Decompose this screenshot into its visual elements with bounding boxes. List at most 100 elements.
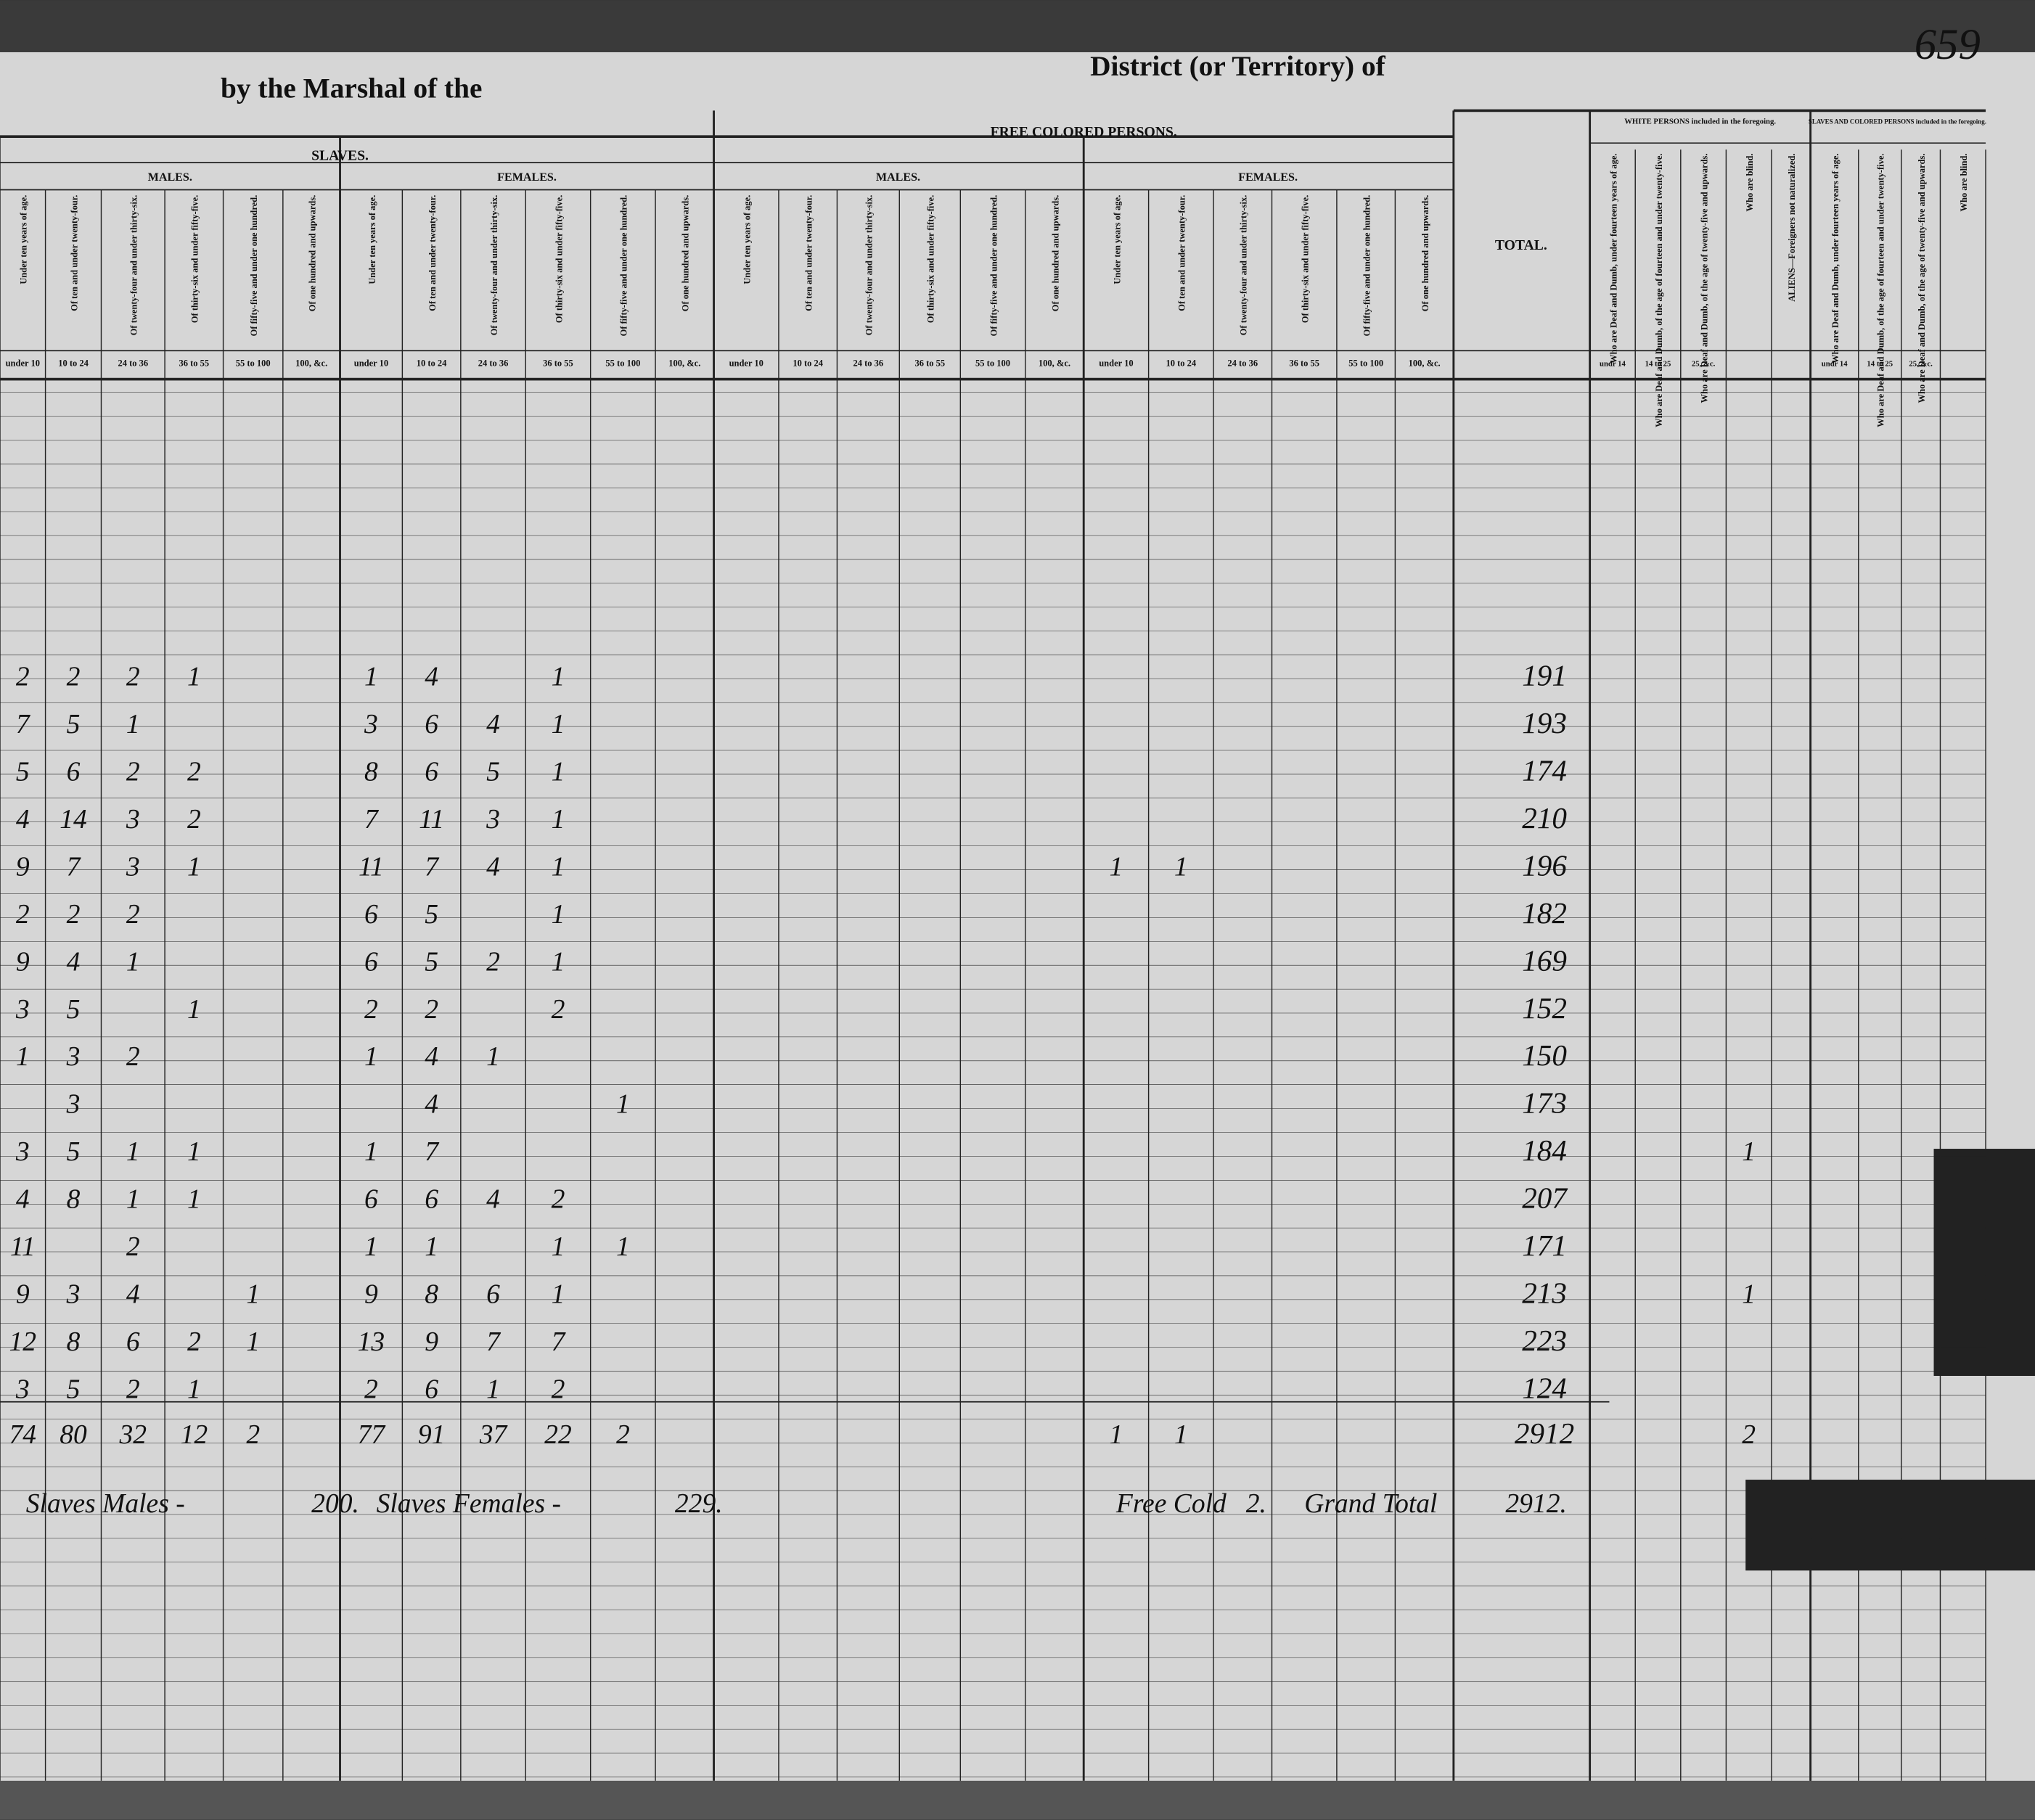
cell: 2 [16, 663, 30, 692]
cell: 8 [67, 1327, 81, 1357]
cell: 1 [552, 758, 565, 787]
cell: 1 [552, 900, 565, 930]
cell: 1 [552, 1232, 565, 1262]
column-heading: Of one hundred and upwards. [681, 195, 691, 312]
cell: 1 [187, 663, 201, 692]
column-heading: Of ten and under twenty-four. [804, 195, 814, 311]
age-range: under 10 [6, 358, 40, 369]
column-heading: Of twenty-four and under thirty-six. [489, 195, 499, 336]
cell: 2 [425, 995, 438, 1025]
title-left: by the Marshal of the [221, 73, 482, 104]
cell: 2 [364, 1374, 378, 1404]
cell: 12 [9, 1327, 37, 1357]
column-heading: Who are blind. [1745, 153, 1755, 211]
cell: 2 [364, 995, 378, 1025]
cell: 2 [16, 900, 30, 930]
title-right: District (or Territory) of [1090, 50, 1386, 82]
cell: 2 [187, 1327, 201, 1357]
bottom-band [0, 1780, 2035, 1820]
section-title: SLAVES AND COLORED PERSONS included in t… [1809, 118, 1986, 125]
age-range: 14 to 25 [1867, 360, 1893, 369]
cell: 7 [364, 805, 380, 835]
cell: 4 [16, 1185, 30, 1215]
cell: 8 [67, 1185, 81, 1215]
total-cell: 174 [1522, 754, 1567, 787]
cell: 1 [364, 1232, 378, 1262]
total-cell: 193 [1522, 706, 1567, 739]
cell: 1 [552, 805, 565, 835]
cell: 2 [126, 1042, 140, 1072]
summary-label: Grand Total [1304, 1489, 1437, 1519]
age-range: 14 to 25 [1645, 360, 1671, 369]
cell: 1 [425, 1232, 438, 1262]
column-heading: Under ten years of age. [742, 195, 753, 284]
cell: 3 [486, 805, 500, 835]
cell: 7 [425, 852, 440, 882]
cell: 4 [126, 1279, 140, 1309]
age-range: 36 to 55 [179, 358, 210, 369]
age-range: undr 14 [1600, 360, 1626, 369]
cell: 9 [364, 1279, 378, 1309]
cell: 2 [126, 1374, 140, 1404]
cell: 9 [16, 947, 30, 977]
cell: 3 [15, 1137, 30, 1167]
top-band [0, 0, 2035, 52]
age-range: 36 to 55 [543, 358, 573, 369]
cell: 6 [364, 1185, 378, 1215]
age-range: 24 to 36 [118, 358, 148, 369]
cell: 2 [67, 663, 81, 692]
cell: 1 [187, 852, 201, 882]
total-cell: 171 [1522, 1229, 1567, 1262]
section-title: SLAVES. [311, 147, 369, 163]
total-cell: 196 [1522, 848, 1567, 882]
column-heading: Under ten years of age. [1112, 195, 1122, 284]
age-range: 10 to 24 [417, 358, 447, 369]
column-heading: Who are blind. [1959, 153, 1969, 211]
cell: 6 [425, 1185, 438, 1215]
total-cell: 124 [1522, 1371, 1567, 1404]
cell: 3 [126, 805, 140, 835]
cell: 91 [418, 1420, 446, 1450]
cell: 3 [126, 852, 140, 882]
cell: 3 [66, 1042, 81, 1072]
total-cell: 207 [1522, 1181, 1568, 1215]
age-range: 10 to 24 [58, 358, 89, 369]
cell: 1 [552, 1279, 565, 1309]
summary-value: 200. [311, 1489, 359, 1519]
age-range: 24 to 36 [478, 358, 509, 369]
summary-label: Slaves Females - [377, 1489, 561, 1519]
cell: 1 [187, 1137, 201, 1167]
column-heading: Of ten and under twenty-four. [1177, 195, 1187, 311]
cell: 7 [425, 1137, 440, 1167]
column-heading: Under ten years of age. [19, 195, 29, 284]
total-cell: 213 [1522, 1276, 1567, 1309]
column-heading: Of fifty-five and under one hundred. [988, 195, 999, 337]
cell: 2 [126, 1232, 140, 1262]
column-heading: Of fifty-five and under one hundred. [1362, 195, 1372, 337]
cell: 9 [16, 852, 30, 882]
cell: 3 [15, 1374, 30, 1404]
cell: 11 [359, 852, 384, 882]
column-heading: Of one hundred and upwards. [308, 195, 318, 312]
age-range: 55 to 100 [236, 358, 271, 369]
age-range: 55 to 100 [975, 358, 1010, 369]
cell: 1 [486, 1042, 500, 1072]
age-range: 100, &c. [295, 358, 327, 369]
summary-value: 2. [1246, 1489, 1266, 1519]
age-range: 25, &c. [1692, 360, 1716, 369]
column-heading: Of ten and under twenty-four. [427, 195, 438, 311]
age-range: 55 to 100 [605, 358, 640, 369]
cell: 4 [486, 852, 500, 882]
cell: 37 [479, 1420, 509, 1450]
cell: 3 [66, 1090, 81, 1120]
cell: 4 [425, 1042, 438, 1072]
total-cell: 150 [1522, 1038, 1567, 1072]
cell: 1 [552, 852, 565, 882]
total-cell: 184 [1522, 1134, 1567, 1167]
sex-label: MALES. [876, 171, 920, 184]
column-heading: Of one hundred and upwards. [1420, 195, 1430, 312]
age-range: under 10 [354, 358, 388, 369]
total-cell: 191 [1522, 659, 1567, 692]
age-range: under 10 [729, 358, 763, 369]
cell: 5 [67, 995, 81, 1025]
